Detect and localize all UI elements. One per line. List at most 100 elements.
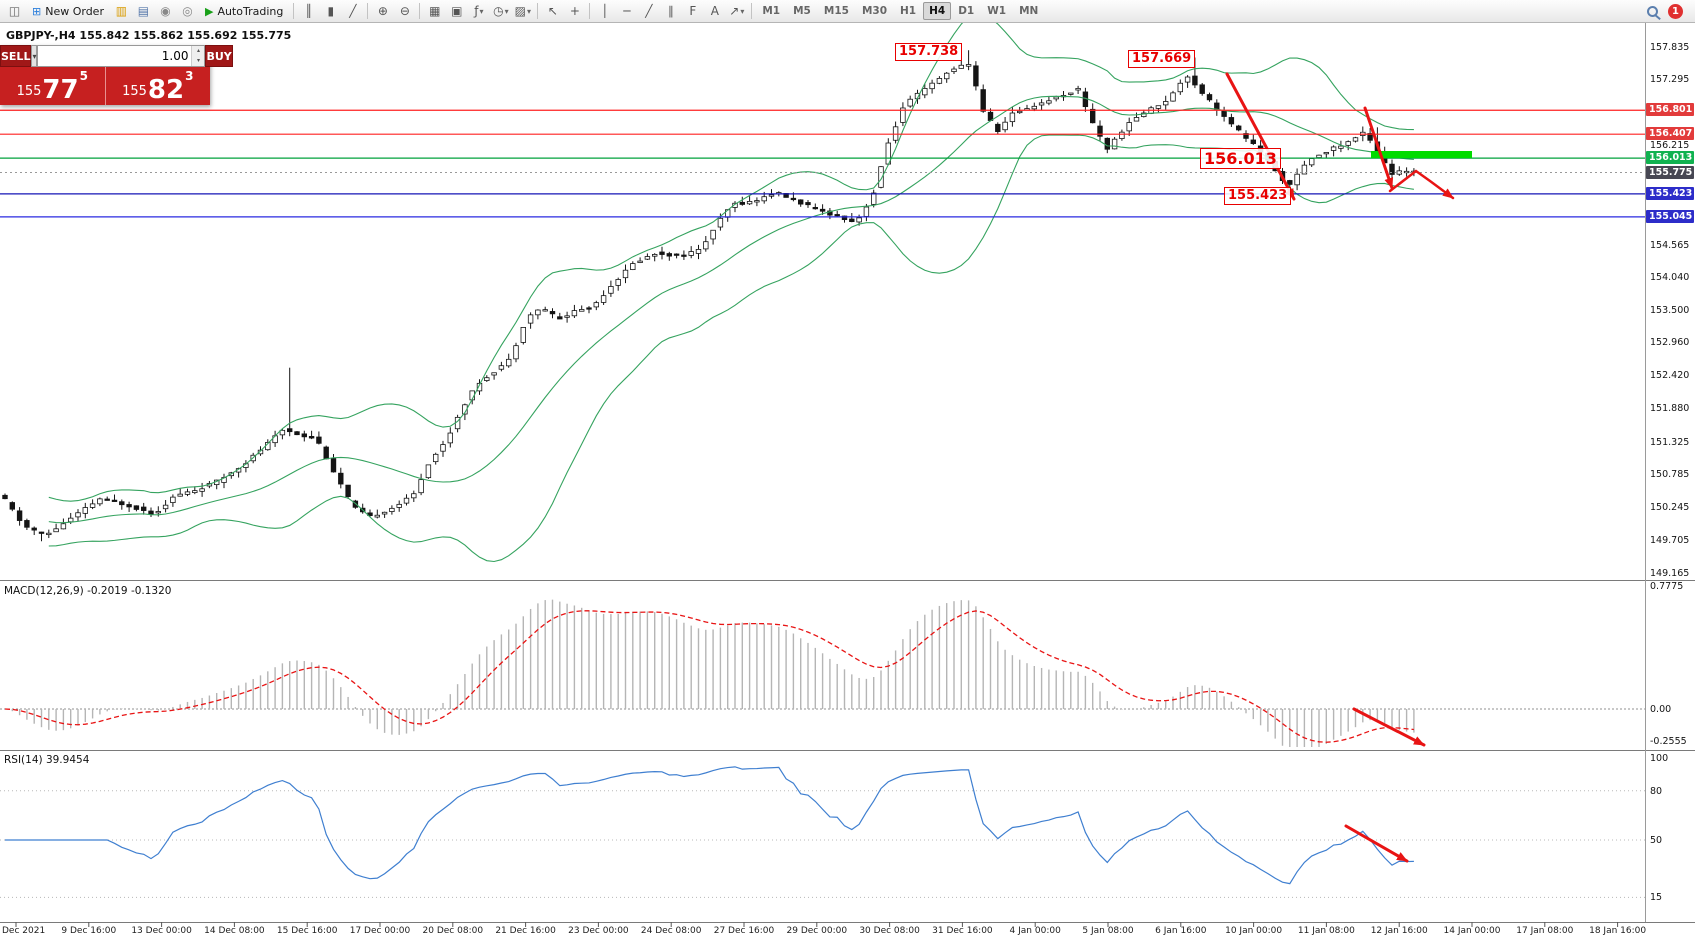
cursor-icon: ↖ bbox=[547, 4, 558, 18]
periods-icon[interactable]: ◷ ▾ bbox=[490, 2, 511, 21]
market-watch-icon: ◉ bbox=[160, 4, 171, 18]
market-watch-icon[interactable]: ◉ bbox=[155, 2, 176, 21]
line-chart-icon[interactable]: ╱ bbox=[342, 2, 363, 21]
timeframe-h1-button[interactable]: H1 bbox=[900, 5, 917, 17]
timeframe-h4-button[interactable]: H4 bbox=[923, 2, 952, 20]
search-icon[interactable] bbox=[1647, 5, 1658, 17]
price-annotation[interactable]: 155.423 bbox=[1224, 187, 1292, 205]
volume-down-button[interactable]: ▾ bbox=[192, 56, 205, 66]
buy-button[interactable]: BUY bbox=[205, 45, 233, 67]
cursor-icon[interactable]: ↖ bbox=[542, 2, 563, 21]
timeframe-m30-button[interactable]: M30 bbox=[861, 5, 887, 17]
auto-arrange-icon[interactable]: ▣ bbox=[446, 2, 467, 21]
timeframe-m1-button[interactable]: M1 bbox=[762, 5, 781, 17]
templates-icon[interactable]: ▨ ▾ bbox=[512, 2, 533, 21]
trend-arrow[interactable] bbox=[1344, 824, 1409, 863]
timeframe-m5-button[interactable]: M5 bbox=[793, 5, 811, 17]
order-type-dropdown[interactable]: ▾ bbox=[31, 45, 38, 67]
timeframe-mn-button[interactable]: MN bbox=[1019, 5, 1039, 17]
buy-price-figure: 155 bbox=[122, 84, 147, 99]
time-axis-label: 9 Dec 16:00 bbox=[61, 926, 117, 936]
toolbar-separator bbox=[751, 3, 753, 19]
vertical-line-icon[interactable]: │ bbox=[594, 2, 615, 21]
chart-window-icon: ◫ bbox=[8, 4, 21, 18]
zoom-out-icon[interactable]: ⊖ bbox=[394, 2, 415, 21]
arrows-icon-dropdown[interactable]: ▾ bbox=[740, 6, 745, 16]
time-axis-label: 20 Dec 08:00 bbox=[422, 926, 484, 936]
time-axis-label: 17 Jan 08:00 bbox=[1516, 926, 1574, 936]
print-icon[interactable]: ▤ bbox=[133, 2, 154, 21]
autotrading-icon: ▶ bbox=[204, 4, 214, 18]
tile-windows-icon[interactable]: ▦ bbox=[424, 2, 445, 21]
trend-arrow[interactable] bbox=[1352, 707, 1426, 747]
crosshair-icon: + bbox=[569, 4, 580, 18]
time-axis-label: 10 Jan 00:00 bbox=[1225, 926, 1283, 936]
trend-arrow[interactable] bbox=[1388, 169, 1455, 200]
candlestick-chart-icon[interactable]: ▮ bbox=[320, 2, 341, 21]
support-zone-bar[interactable] bbox=[1371, 151, 1472, 158]
trend-arrow[interactable] bbox=[1363, 106, 1394, 190]
equidistant-channel-icon[interactable]: ∥ bbox=[660, 2, 681, 21]
rsi-indicator-label: RSI(14) 39.9454 bbox=[4, 754, 90, 766]
timeframe-w1-button[interactable]: W1 bbox=[987, 5, 1007, 17]
indicators-icon-dropdown[interactable]: ▾ bbox=[479, 6, 484, 16]
zoom-in-icon[interactable]: ⊕ bbox=[372, 2, 393, 21]
chart-window-icon[interactable]: ◫ bbox=[4, 2, 25, 21]
volume-up-button[interactable]: ▴ bbox=[192, 46, 205, 56]
rsi-scale-label: 100 bbox=[1650, 753, 1669, 764]
price-axis-label: 149.705 bbox=[1650, 534, 1690, 546]
crosshair-icon[interactable]: + bbox=[564, 2, 585, 21]
buy-price-button[interactable]: 155 82 3 bbox=[105, 67, 210, 105]
sell-price-button[interactable]: 155 77 5 bbox=[0, 67, 106, 105]
time-axis-label: 27 Dec 16:00 bbox=[713, 926, 775, 936]
bar-chart-icon[interactable]: ║ bbox=[298, 2, 319, 21]
horizontal-line-icon[interactable]: ─ bbox=[616, 2, 637, 21]
macd-scale-label: 0.7775 bbox=[1650, 581, 1684, 592]
buy-price-main: 82 bbox=[147, 75, 185, 105]
autotrading-button-label: AutoTrading bbox=[217, 4, 284, 18]
templates-icon: ▨ bbox=[514, 4, 526, 18]
trendline-icon[interactable]: ╱ bbox=[638, 2, 659, 21]
toolbar-separator bbox=[293, 3, 295, 19]
timeframe-m15-button[interactable]: M15 bbox=[823, 5, 849, 17]
candlestick-chart-icon: ▮ bbox=[327, 4, 335, 18]
fibonacci-icon: F bbox=[689, 4, 697, 18]
rsi-line bbox=[5, 766, 1414, 885]
autotrading-button[interactable]: ▶ AutoTrading bbox=[199, 2, 289, 21]
price-annotation[interactable]: 156.013 bbox=[1200, 148, 1281, 170]
notification-badge[interactable]: 1 bbox=[1668, 3, 1683, 19]
periods-icon-dropdown[interactable]: ▾ bbox=[504, 6, 509, 16]
fibonacci-icon[interactable]: F bbox=[682, 2, 703, 21]
text-icon[interactable]: A bbox=[704, 2, 725, 21]
time-axis-label: 4 Jan 00:00 bbox=[1009, 926, 1061, 936]
arrows-icon[interactable]: ↗ ▾ bbox=[726, 2, 747, 21]
price-axis-label: 153.500 bbox=[1650, 304, 1690, 316]
time-axis-label: 23 Dec 00:00 bbox=[568, 926, 629, 936]
vertical-line-icon: │ bbox=[601, 4, 609, 18]
periods-icon: ◷ bbox=[493, 4, 504, 18]
timeframe-d1-button[interactable]: D1 bbox=[958, 5, 975, 17]
bollinger-bands bbox=[48, 12, 1414, 563]
one-click-trading-panel: SELL ▾ ▴ ▾ BUY 155 77 5 155 82 3 bbox=[0, 45, 233, 105]
deposit-icon[interactable]: ▥ bbox=[111, 2, 132, 21]
price-axis-label: 154.565 bbox=[1650, 239, 1690, 251]
time-axis-label: 13 Dec 00:00 bbox=[131, 926, 192, 936]
price-axis-label: 154.040 bbox=[1650, 271, 1690, 283]
sell-button[interactable]: SELL bbox=[0, 45, 32, 67]
zoom-in-icon: ⊕ bbox=[377, 4, 388, 18]
price-annotation[interactable]: 157.669 bbox=[1128, 50, 1196, 68]
arrows-icon: ↗ bbox=[729, 4, 740, 18]
trend-arrow[interactable] bbox=[1225, 72, 1296, 201]
new-order-button[interactable]: ⊞ New Order bbox=[26, 2, 110, 21]
price-axis-label: 150.245 bbox=[1650, 502, 1690, 514]
indicators-icon[interactable]: ƒ ▾ bbox=[468, 2, 489, 21]
sell-price-main: 77 bbox=[42, 75, 79, 105]
toolbar-separator bbox=[589, 3, 591, 19]
time-axis-label: Dec 2021 bbox=[2, 926, 46, 936]
volume-input[interactable] bbox=[38, 46, 192, 66]
data-window-icon[interactable]: ◎ bbox=[177, 2, 198, 21]
templates-icon-dropdown[interactable]: ▾ bbox=[527, 6, 532, 16]
time-axis-label: 14 Dec 08:00 bbox=[204, 926, 265, 936]
price-annotation[interactable]: 157.738 bbox=[895, 43, 963, 61]
